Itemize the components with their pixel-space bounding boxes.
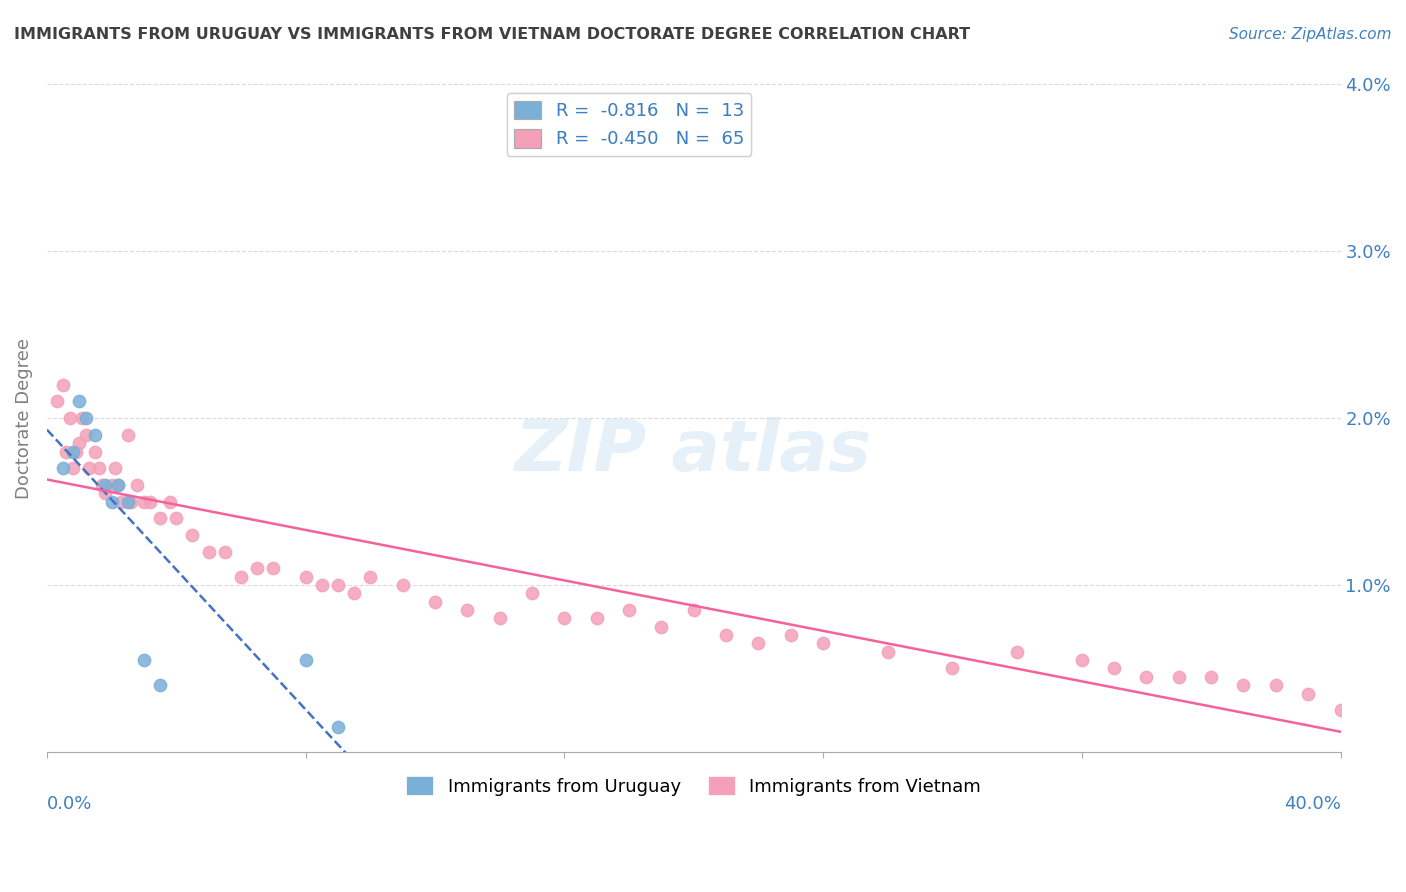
Y-axis label: Doctorate Degree: Doctorate Degree [15, 338, 32, 499]
Point [75, 411, 97, 425]
Point [1005, 645, 1028, 659]
Point [1102, 661, 1125, 675]
Point [52, 461, 75, 475]
Point [132, 494, 155, 508]
Point [1135, 670, 1157, 684]
Point [90, 478, 112, 492]
Point [779, 628, 801, 642]
Point [107, 478, 129, 492]
Point [104, 461, 127, 475]
Point [62, 461, 84, 475]
Point [1070, 653, 1092, 667]
Point [87, 461, 110, 475]
Point [617, 603, 640, 617]
Point [84, 428, 107, 442]
Point [107, 478, 129, 492]
Point [149, 678, 172, 692]
Point [1346, 712, 1368, 726]
Point [1361, 720, 1384, 734]
Point [520, 586, 543, 600]
Point [650, 620, 672, 634]
Point [62, 444, 84, 458]
Point [747, 636, 769, 650]
Point [94, 486, 117, 500]
Point [326, 720, 349, 734]
Point [75, 428, 97, 442]
Point [714, 628, 737, 642]
Point [1232, 678, 1254, 692]
Point [682, 603, 704, 617]
Text: ZIP atlas: ZIP atlas [515, 417, 872, 486]
Point [246, 561, 269, 575]
Point [1167, 670, 1189, 684]
Point [132, 653, 155, 667]
Legend: R =  -0.816   N =  13, R =  -0.450   N =  65: R = -0.816 N = 13, R = -0.450 N = 65 [506, 94, 751, 155]
Point [117, 428, 139, 442]
Point [391, 578, 413, 592]
Point [94, 478, 117, 492]
Point [117, 494, 139, 508]
Point [197, 544, 219, 558]
Point [326, 578, 349, 592]
Point [100, 478, 122, 492]
Point [811, 636, 834, 650]
Point [1264, 678, 1286, 692]
Point [262, 561, 284, 575]
Point [311, 578, 333, 592]
Point [456, 603, 478, 617]
Text: 40.0%: 40.0% [1284, 796, 1340, 814]
Point [423, 595, 446, 609]
Point [181, 528, 204, 542]
Point [100, 494, 122, 508]
Point [343, 586, 366, 600]
Text: Source: ZipAtlas.com: Source: ZipAtlas.com [1229, 27, 1392, 42]
Point [553, 611, 575, 625]
Point [159, 494, 181, 508]
Point [165, 511, 187, 525]
Point [1329, 703, 1351, 717]
Point [58, 411, 80, 425]
Point [1199, 670, 1222, 684]
Point [120, 494, 142, 508]
Point [1296, 686, 1319, 700]
Point [84, 444, 107, 458]
Point [65, 444, 87, 458]
Point [55, 444, 77, 458]
Point [52, 377, 75, 392]
Point [149, 511, 172, 525]
Point [127, 478, 149, 492]
Point [585, 611, 607, 625]
Point [229, 570, 252, 584]
Point [110, 494, 132, 508]
Point [294, 570, 316, 584]
Point [941, 661, 963, 675]
Text: 0.0%: 0.0% [46, 796, 93, 814]
Point [359, 570, 381, 584]
Point [67, 436, 90, 450]
Point [294, 653, 316, 667]
Point [77, 461, 100, 475]
Point [67, 394, 90, 409]
Point [139, 494, 162, 508]
Point [214, 544, 236, 558]
Text: IMMIGRANTS FROM URUGUAY VS IMMIGRANTS FROM VIETNAM DOCTORATE DEGREE CORRELATION : IMMIGRANTS FROM URUGUAY VS IMMIGRANTS FR… [14, 27, 970, 42]
Point [72, 411, 94, 425]
Point [45, 394, 67, 409]
Point [876, 645, 898, 659]
Point [488, 611, 510, 625]
